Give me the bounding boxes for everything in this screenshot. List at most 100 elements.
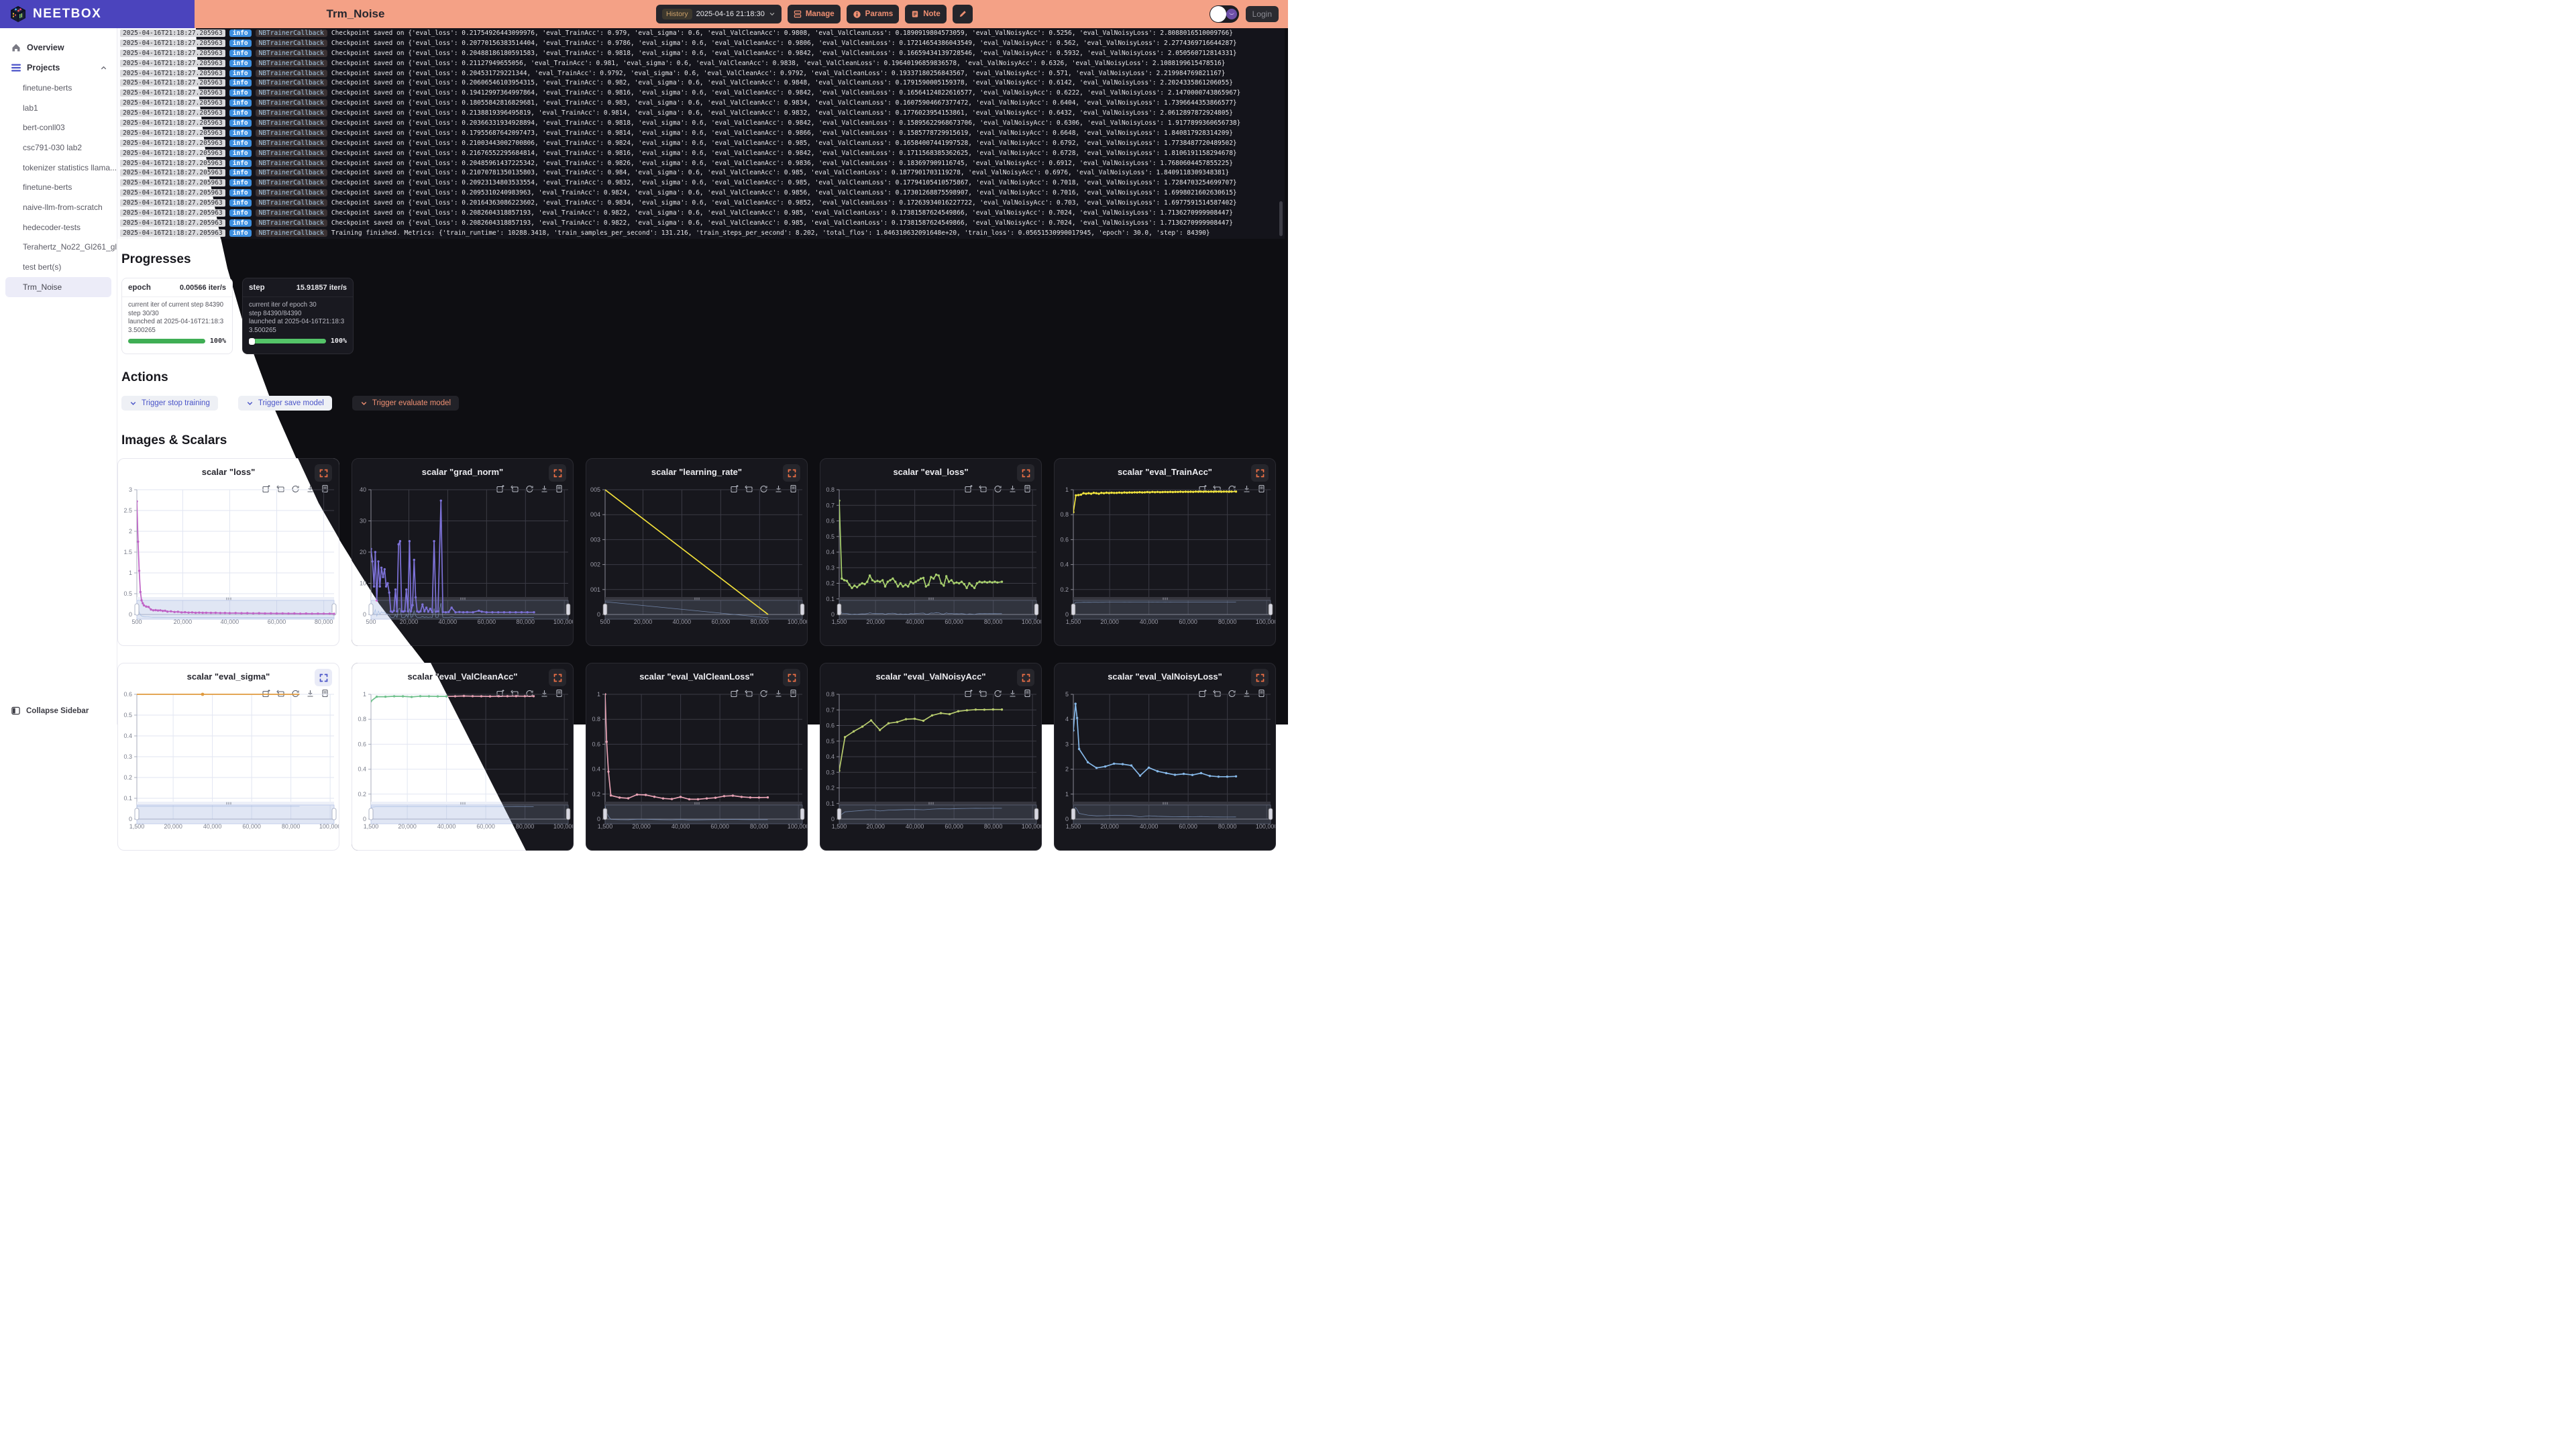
log-message: Checkpoint saved on {'eval_loss': 0.2048… [331,159,1233,167]
refresh-icon[interactable] [525,689,534,698]
expand-icon[interactable] [1017,669,1034,686]
svg-text:80,000: 80,000 [516,823,535,830]
svg-text:60,000: 60,000 [268,619,286,625]
expand-icon[interactable] [315,464,332,482]
log-message: Checkpoint saved on {'eval_loss': 0.2100… [331,139,1237,147]
manage-label: Manage [805,10,835,18]
svg-text:0.1: 0.1 [826,596,835,602]
history-dropdown[interactable]: History 2025-04-16 21:18:30 [656,5,782,23]
sidebar-project-csc791-030-lab2[interactable]: csc791-030 lab2 [23,142,83,152]
sidebar-group-projects[interactable]: Projects [0,58,117,78]
expand-icon[interactable] [549,464,566,482]
svg-text:0.2: 0.2 [826,785,835,792]
expand-icon[interactable] [1251,669,1269,686]
svg-text:100,000: 100,000 [553,823,574,830]
expand-icon[interactable] [1017,464,1034,482]
svg-text:80,000: 80,000 [315,619,333,625]
svg-text:60,000: 60,000 [710,823,729,830]
log-row: 2025-04-16T21:18:27.205963 info NBTrainerC… [117,138,1285,148]
scalar-chart[interactable]: 0 0.2 0.4 0.6 0.8 1 1,500 20,000 40,000 60,000 80,… [352,688,574,850]
log-level-badge: info [229,229,252,237]
datazoom-handle-left [837,808,842,820]
log-row: 2025-04-16T21:18:27.205963 info NBTrainerC… [117,78,1285,88]
log-timestamp: 2025-04-16T21:18:27.205963 [120,159,225,167]
log-logger-badge: NBTrainerCallback [255,209,327,217]
svg-text:0.1: 0.1 [123,795,132,802]
action-button-trigger-save-model[interactable]: Trigger save model [237,396,332,411]
log-logger-badge: NBTrainerCallback [255,49,327,57]
datazoom-handle-right [331,808,337,820]
log-timestamp: 2025-04-16T21:18:27.205963 [120,129,225,137]
log-timestamp: 2025-04-16T21:18:27.205963 [120,209,225,217]
log-timestamp: 2025-04-16T21:18:27.205963 [120,109,225,117]
log-timestamp: 2025-04-16T21:18:27.205963 [120,49,225,57]
refresh-icon[interactable] [525,484,534,493]
svg-text:0: 0 [1065,816,1069,822]
action-button-trigger-stop-training[interactable]: Trigger stop training [121,396,218,411]
note-button[interactable]: Note [905,5,947,23]
console-scrollbar[interactable] [1279,201,1283,236]
svg-text:0.5: 0.5 [826,738,835,745]
log-rows: 2025-04-16T21:18:27.205963 info NBTrainerC… [117,28,1285,238]
scalar-chart[interactable]: 0 0.2 0.4 0.6 0.8 1 1,500 20,000 40,000 60,000 80,… [586,688,808,850]
log-message: Checkpoint saved on {'eval_loss': 0.2167… [331,149,1237,157]
progress-percent: 100% [209,337,226,345]
svg-text:60,000: 60,000 [712,619,731,625]
log-message: Checkpoint saved on {'eval_loss': 0.2077… [331,39,1237,47]
manage-button[interactable]: Manage [787,5,841,23]
svg-text:80,000: 80,000 [517,619,535,625]
svg-text:0.4: 0.4 [123,733,132,739]
sidebar-project-hedecoder-tests[interactable]: hedecoder-tests [23,222,81,232]
refresh-icon[interactable] [759,689,768,698]
scalar-chart[interactable]: 0 0.1 0.2 0.3 0.4 0.5 0.6 1,500 20,000 40,000 60,0… [118,688,339,850]
theme-toggle[interactable] [1209,5,1239,23]
collapse-sidebar-button[interactable]: Collapse Sidebar [0,706,89,715]
refresh-icon[interactable] [1228,484,1236,493]
log-logger-badge: NBTrainerCallback [255,189,327,197]
edit-button[interactable] [952,5,973,23]
sidebar-project-trm-noise[interactable]: Trm_Noise [5,276,111,297]
collapse-sidebar-icon [11,706,20,715]
expand-icon[interactable] [315,669,332,686]
sidebar-project-bert-conll03[interactable]: bert-conll03 [23,123,65,133]
expand-icon[interactable] [1251,464,1269,482]
refresh-icon[interactable] [291,484,300,493]
svg-text:20,000: 20,000 [866,619,885,625]
sidebar-project-tokenizer-statistics-llama-[interactable]: tokenizer statistics llama... [23,162,117,172]
refresh-icon[interactable] [994,689,1002,698]
log-level-badge: info [229,129,252,137]
refresh-icon[interactable] [1228,689,1236,698]
sidebar-project-lab1[interactable]: lab1 [23,103,38,113]
scalar-chart[interactable]: 0 0.1 0.2 0.3 0.4 0.5 0.6 0.7 0.8 1,500 20,000 40,0… [820,483,1042,645]
refresh-icon[interactable] [994,484,1002,493]
login-button[interactable]: Login [1245,6,1279,22]
chart-title: scalar "eval_loss" [893,467,969,477]
log-logger-badge: NBTrainerCallback [255,89,327,97]
sidebar-project-test-bert-s-[interactable]: test bert(s) [23,262,62,272]
svg-text:30: 30 [360,518,366,525]
scalar-chart[interactable]: 0 0.1 0.2 0.3 0.4 0.5 0.6 0.7 0.8 1,500 20,000 40,0… [820,688,1042,850]
log-console[interactable]: 2025-04-16T21:18:27.205963 info NBTrainerC… [117,28,1285,239]
scalar-chart[interactable]: 0 0.2 0.4 0.6 0.8 1 1,500 20,000 40,000 60,000 80,… [1055,483,1276,645]
scalar-chart[interactable]: 0 1 2 3 4 5 1,500 20,000 40,000 60,000 80,000 100,0… [1055,688,1276,850]
expand-icon[interactable] [783,464,800,482]
action-button-trigger-evaluate-model[interactable]: Trigger evaluate model [352,396,460,411]
svg-text:80,000: 80,000 [750,823,769,830]
chevron-down-icon [247,401,253,405]
svg-text:0.8: 0.8 [826,691,835,698]
sidebar-item-overview[interactable]: Overview [0,38,117,58]
sidebar-project-finetune-berts[interactable]: finetune-berts [23,83,72,93]
scalar-chart[interactable]: 0 001 002 003 004 005 500 20,000 40,000 60,000 80,… [586,483,808,645]
progress-bar [249,337,326,345]
sidebar-project-naive-llm-from-scratch[interactable]: naive-llm-from-scratch [23,202,103,212]
scalar-chart[interactable]: 0 0.5 1 1.5 2 2.5 3 500 20,000 40,000 60,000 80,000 [118,483,339,645]
expand-icon[interactable] [549,669,566,686]
images-scalars-title: Images & Scalars [121,433,227,447]
logo-block[interactable]: NEETBOX [0,0,195,28]
refresh-icon[interactable] [759,484,768,493]
expand-icon[interactable] [783,669,800,686]
params-button[interactable]: Params [846,5,900,23]
chart-title: scalar "loss" [201,467,256,477]
sidebar-project-terahertz-no22-gl261-gl-[interactable]: Terahertz_No22_Gl261_gl... [23,242,117,252]
sidebar-project-finetune-berts[interactable]: finetune-berts [23,182,72,193]
